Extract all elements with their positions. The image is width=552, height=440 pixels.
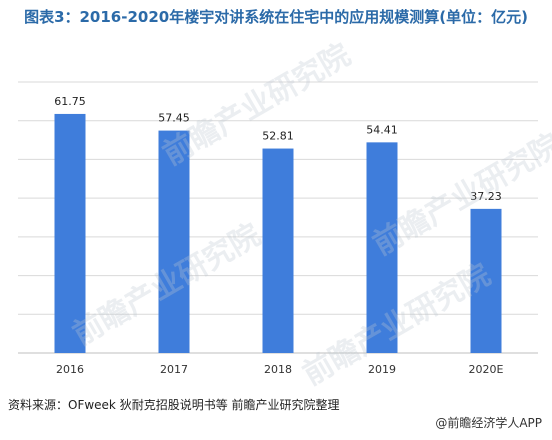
chart-title: 图表3：2016-2020年楼宇对讲系统在住宅中的应用规模测算(单位：亿元) bbox=[24, 8, 528, 26]
bar bbox=[366, 142, 398, 353]
x-tick-label: 2017 bbox=[160, 363, 188, 376]
data-label: 52.81 bbox=[262, 130, 294, 143]
x-tick-label: 2020E bbox=[469, 363, 504, 376]
data-label: 61.75 bbox=[54, 95, 86, 108]
x-tick-label: 2018 bbox=[264, 363, 292, 376]
data-label: 57.45 bbox=[158, 112, 190, 125]
data-label: 54.41 bbox=[366, 123, 398, 136]
x-tick-label: 2019 bbox=[368, 363, 396, 376]
bar bbox=[54, 113, 86, 353]
source-note: 资料来源：OFweek 狄耐克招股说明书等 前瞻产业研究院整理 bbox=[8, 398, 340, 412]
brand-label: @前瞻经济学人APP bbox=[435, 416, 542, 430]
bar bbox=[262, 148, 294, 353]
bar bbox=[470, 208, 502, 353]
data-label: 37.23 bbox=[470, 190, 502, 203]
bar bbox=[158, 130, 190, 353]
x-tick-label: 2016 bbox=[56, 363, 84, 376]
